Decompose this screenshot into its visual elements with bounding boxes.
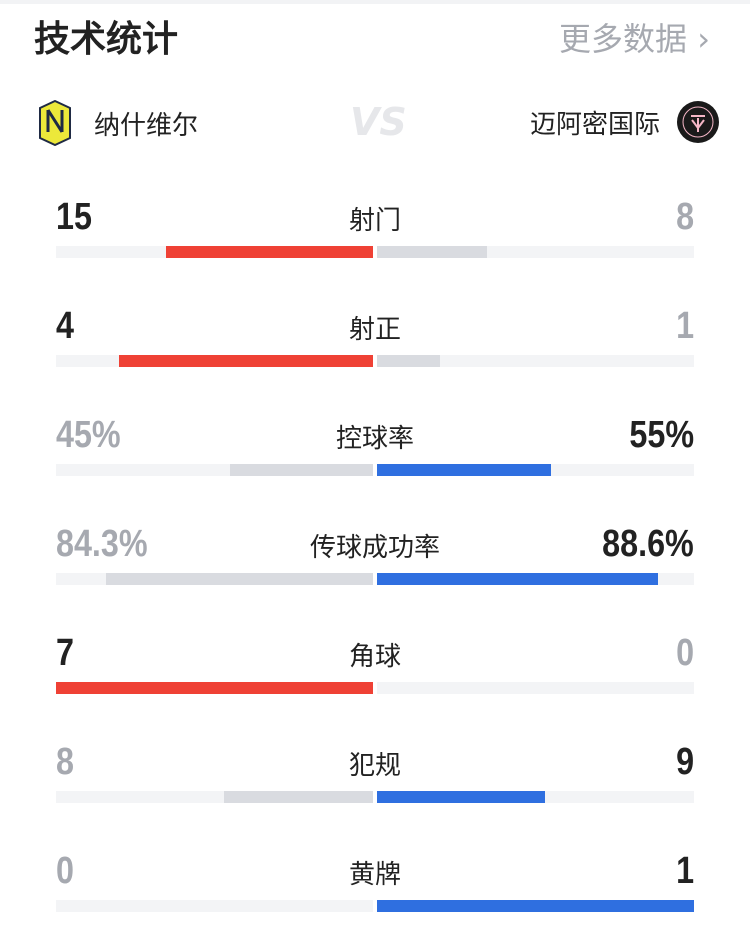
away-bar-track bbox=[377, 900, 694, 912]
home-bar-track bbox=[56, 900, 373, 912]
away-bar-fill bbox=[377, 246, 488, 258]
away-value: 8 bbox=[676, 196, 694, 238]
home-bar-track bbox=[56, 355, 373, 367]
home-team: 纳什维尔 bbox=[38, 100, 198, 146]
home-value: 0 bbox=[56, 850, 74, 892]
inter-miami-logo-icon bbox=[677, 101, 719, 143]
home-bar-track bbox=[56, 464, 373, 476]
home-value: 8 bbox=[56, 741, 74, 783]
home-bar-track bbox=[56, 246, 373, 258]
away-team-name: 迈阿密国际 bbox=[529, 109, 660, 140]
stat-label: 犯规 bbox=[348, 751, 401, 781]
away-value: 1 bbox=[676, 850, 694, 892]
away-bar-fill bbox=[377, 573, 658, 585]
stat-row: 0 黄牌 1 bbox=[56, 850, 694, 930]
away-bar-fill bbox=[377, 464, 552, 476]
home-bar-fill bbox=[56, 682, 373, 694]
home-bar-fill bbox=[230, 464, 373, 476]
home-value: 15 bbox=[56, 196, 92, 238]
home-bar-fill bbox=[105, 573, 373, 585]
away-bar-track bbox=[377, 246, 694, 258]
away-value: 0 bbox=[676, 632, 694, 674]
away-bar-fill bbox=[377, 791, 545, 803]
away-bar-track bbox=[377, 464, 694, 476]
home-bar-fill bbox=[119, 355, 373, 367]
home-bar-track bbox=[56, 573, 373, 585]
away-bar-track bbox=[377, 573, 694, 585]
away-bar-fill bbox=[377, 900, 694, 912]
home-value: 45% bbox=[56, 414, 121, 456]
away-bar-track bbox=[377, 355, 694, 367]
away-value: 1 bbox=[676, 305, 694, 347]
away-value: 9 bbox=[676, 741, 694, 783]
away-bar-track bbox=[377, 682, 694, 694]
home-bar-fill bbox=[166, 246, 373, 258]
home-value: 4 bbox=[56, 305, 74, 347]
stat-row: 7 角球 0 bbox=[56, 632, 694, 712]
home-bar-fill bbox=[224, 791, 373, 803]
more-data-link[interactable]: 更多数据 › bbox=[559, 20, 710, 58]
home-value: 7 bbox=[56, 632, 74, 674]
stat-label: 射正 bbox=[348, 315, 401, 345]
page-title: 技术统计 bbox=[34, 19, 179, 60]
top-divider bbox=[0, 0, 750, 4]
stat-label: 控球率 bbox=[335, 424, 414, 454]
away-team: 迈阿密国际 bbox=[530, 100, 720, 144]
away-value: 88.6% bbox=[602, 523, 694, 565]
vs-mark: VS bbox=[350, 100, 407, 144]
stat-label: 射门 bbox=[348, 206, 401, 236]
nashville-logo-icon bbox=[39, 100, 71, 146]
stat-row: 8 犯规 9 bbox=[56, 741, 694, 821]
stat-row: 84.3% 传球成功率 88.6% bbox=[56, 523, 694, 603]
stat-row: 15 射门 8 bbox=[56, 196, 694, 276]
away-bar-track bbox=[377, 791, 694, 803]
away-bar-fill bbox=[377, 355, 441, 367]
away-value: 55% bbox=[629, 414, 694, 456]
home-bar-track bbox=[56, 682, 373, 694]
stat-row: 4 射正 1 bbox=[56, 305, 694, 385]
home-team-name: 纳什维尔 bbox=[94, 110, 199, 141]
stat-label: 黄牌 bbox=[348, 860, 401, 890]
home-value: 84.3% bbox=[56, 523, 148, 565]
stat-label: 传球成功率 bbox=[309, 533, 440, 563]
stat-label: 角球 bbox=[348, 642, 401, 672]
home-bar-track bbox=[56, 791, 373, 803]
stat-row: 45% 控球率 55% bbox=[56, 414, 694, 494]
